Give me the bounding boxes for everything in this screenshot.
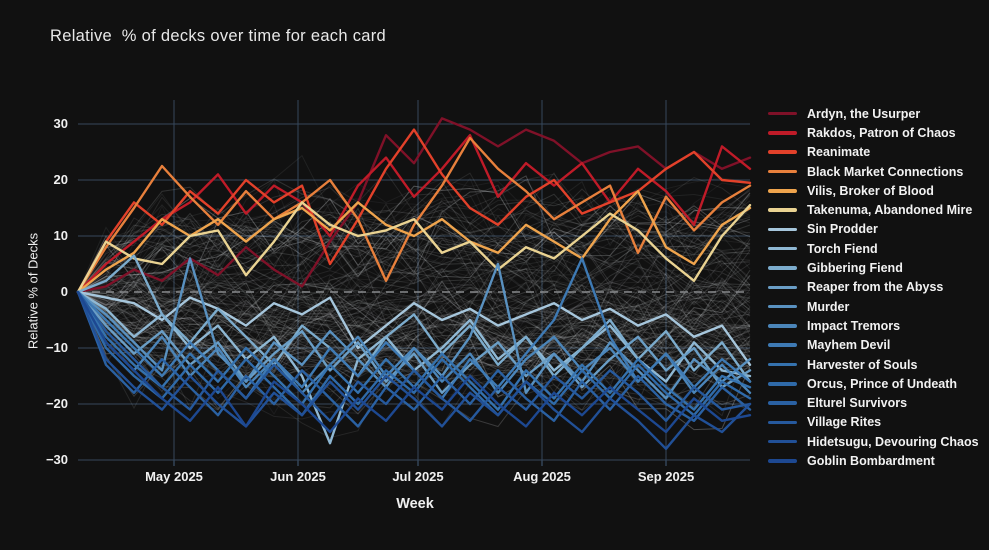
legend-label: Torch Fiend xyxy=(807,241,878,256)
legend-item-village-rites[interactable]: Village Rites xyxy=(768,413,988,432)
legend-label: Elturel Survivors xyxy=(807,396,908,411)
legend-swatch-line xyxy=(768,439,797,444)
legend-item-torch-fiend[interactable]: Torch Fiend xyxy=(768,239,988,258)
legend-label: Gibbering Fiend xyxy=(807,261,903,276)
legend-swatch-line xyxy=(768,420,797,425)
x-axis-title: Week xyxy=(396,496,434,512)
y-axis-title: Relative % of Decks xyxy=(25,232,41,350)
x-tick-label: Jul 2025 xyxy=(392,469,444,484)
legend-label: Harvester of Souls xyxy=(807,357,918,372)
legend-label: Hidetsugu, Devouring Chaos xyxy=(807,434,979,449)
legend-swatch-line xyxy=(768,266,797,270)
legend-item-goblin-bombardment[interactable]: Goblin Bombardment xyxy=(768,451,988,470)
legend-item-murder[interactable]: Murder xyxy=(768,297,988,316)
legend-item-harvester-of-souls[interactable]: Harvester of Souls xyxy=(768,355,988,374)
legend-swatch-line xyxy=(768,362,797,367)
legend-item-black-market-connections[interactable]: Black Market Connections xyxy=(768,162,988,181)
x-tick-label: May 2025 xyxy=(145,469,203,484)
legend-item-sin-prodder[interactable]: Sin Prodder xyxy=(768,220,988,239)
legend-item-impact-tremors[interactable]: Impact Tremors xyxy=(768,316,988,335)
legend-item-mayhem-devil[interactable]: Mayhem Devil xyxy=(768,336,988,355)
legend-label: Black Market Connections xyxy=(807,164,964,179)
series-line-goblin-bombardment[interactable] xyxy=(76,290,752,434)
legend-swatch-line xyxy=(768,324,797,328)
legend-item-ardyn-the-usurper[interactable]: Ardyn, the Usurper xyxy=(768,104,988,123)
legend-label: Rakdos, Patron of Chaos xyxy=(807,125,956,140)
legend-item-orcus-prince-of-undeath[interactable]: Orcus, Prince of Undeath xyxy=(768,374,988,393)
legend-label: Mayhem Devil xyxy=(807,338,891,353)
legend-label: Impact Tremors xyxy=(807,318,901,333)
legend-swatch-line xyxy=(768,189,797,193)
legend-item-elturel-survivors[interactable]: Elturel Survivors xyxy=(768,393,988,412)
y-tick-label: 10 xyxy=(53,228,68,243)
series-line-black-market-connections[interactable] xyxy=(76,136,752,294)
legend-label: Takenuma, Abandoned Mire xyxy=(807,203,973,218)
y-tick-label: 0 xyxy=(60,284,68,299)
legend-item-reaper-from-the-abyss[interactable]: Reaper from the Abyss xyxy=(768,278,988,297)
legend-swatch-line xyxy=(768,227,797,232)
series-line-elturel-survivors[interactable] xyxy=(76,290,752,428)
legend-label: Murder xyxy=(807,299,850,314)
legend-swatch-line xyxy=(768,169,797,174)
legend: Ardyn, the Usurper Rakdos, Patron of Chao… xyxy=(768,104,988,471)
legend-label: Orcus, Prince of Undeath xyxy=(807,376,958,391)
legend-item-rakdos-patron-of-chaos[interactable]: Rakdos, Patron of Chaos xyxy=(768,123,988,142)
series-line-hidetsugu-devouring-chaos[interactable] xyxy=(76,290,752,450)
legend-swatch-line xyxy=(768,304,797,309)
series-line-orcus-prince-of-undeath[interactable] xyxy=(76,290,752,417)
legend-swatch-line xyxy=(768,343,797,347)
y-tick-label: 20 xyxy=(53,172,68,187)
series-line-rakdos-patron-of-chaos[interactable] xyxy=(76,133,752,294)
legend-item-hidetsugu-devouring-chaos[interactable]: Hidetsugu, Devouring Chaos xyxy=(768,432,988,451)
legend-item-reanimate[interactable]: Reanimate xyxy=(768,143,988,162)
legend-swatch-line xyxy=(768,131,797,135)
y-tick-label: −30 xyxy=(45,452,68,467)
legend-swatch-line xyxy=(768,150,797,154)
legend-label: Reaper from the Abyss xyxy=(807,280,944,295)
x-tick-label: Jun 2025 xyxy=(270,469,326,484)
legend-label: Village Rites xyxy=(807,415,882,430)
legend-swatch-line xyxy=(768,111,797,116)
series-lines xyxy=(76,117,752,450)
y-tick-label: −20 xyxy=(45,396,68,411)
series-line-village-rites[interactable] xyxy=(76,290,752,422)
legend-swatch-line xyxy=(768,382,797,386)
legend-label: Vilis, Broker of Blood xyxy=(807,183,934,198)
legend-swatch-line xyxy=(768,459,797,463)
legend-item-vilis-broker-of-blood[interactable]: Vilis, Broker of Blood xyxy=(768,181,988,200)
legend-label: Ardyn, the Usurper xyxy=(807,106,921,121)
legend-label: Reanimate xyxy=(807,145,871,160)
legend-item-gibbering-fiend[interactable]: Gibbering Fiend xyxy=(768,258,988,277)
series-line-sin-prodder[interactable] xyxy=(76,290,752,366)
chart-title: Relative % of decks over time for each c… xyxy=(50,27,387,45)
x-tick-label: Sep 2025 xyxy=(637,469,695,484)
legend-swatch-line xyxy=(768,208,797,212)
x-tick-label: Aug 2025 xyxy=(513,469,571,484)
y-tick-label: 30 xyxy=(53,116,68,131)
legend-item-takenuma-abandoned-mire[interactable]: Takenuma, Abandoned Mire xyxy=(768,200,988,219)
series-line-takenuma-abandoned-mire[interactable] xyxy=(76,201,752,294)
legend-swatch-line xyxy=(768,285,797,290)
legend-label: Goblin Bombardment xyxy=(807,453,935,468)
legend-label: Sin Prodder xyxy=(807,222,878,237)
legend-swatch-line xyxy=(768,401,797,405)
y-tick-label: −10 xyxy=(45,340,68,355)
legend-swatch-line xyxy=(768,246,797,251)
